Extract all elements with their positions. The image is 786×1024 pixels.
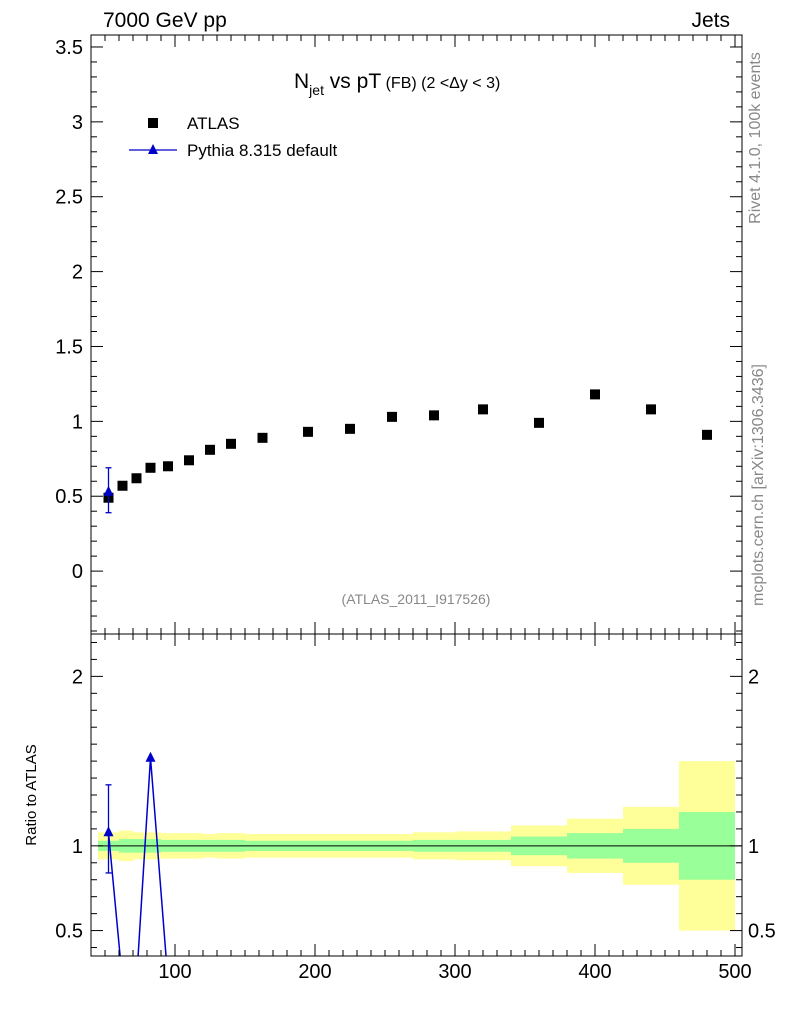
ratio-ytick-label-left-2: 2 <box>72 666 83 688</box>
ratio-pythia-line <box>107 757 167 956</box>
title-small: (FB) (2 <Δy < 3) <box>381 75 500 92</box>
atlas-point-15 <box>590 389 600 400</box>
ratio-ytick-label-left-0: 0.5 <box>55 921 83 943</box>
atlas-point-3 <box>145 462 156 473</box>
ratio-ytick-label-right-1: 1 <box>748 836 759 858</box>
mcplots-label: mcplots.cern.ch [arXiv:1306.3436] <box>750 364 767 606</box>
atlas-point-14 <box>534 417 544 428</box>
main-ytick-label-6: 3 <box>72 112 83 134</box>
atlas-point-4 <box>163 461 173 472</box>
atlas-point-13 <box>478 404 488 415</box>
atlas-point-9 <box>303 426 313 437</box>
xtick-label-3: 400 <box>578 961 611 983</box>
main-ytick-label-1: 0.5 <box>55 486 83 508</box>
main-ytick-label-5: 2.5 <box>55 187 83 209</box>
atlas-point-12 <box>429 410 439 421</box>
main-ytick-label-0: 0 <box>72 561 83 583</box>
legend-atlas-label: ATLAS <box>187 114 240 133</box>
main-ytick-label-4: 2 <box>72 262 83 284</box>
atlas-point-16 <box>646 404 656 415</box>
ratio-frame <box>90 633 743 957</box>
legend-pythia-marker <box>148 144 158 154</box>
atlas-point-7 <box>226 438 236 449</box>
main-ytick-label-2: 1 <box>72 411 83 433</box>
header-left: 7000 GeV pp <box>103 9 227 32</box>
ratio-pythia-point-0 <box>103 826 114 837</box>
atlas-point-8 <box>257 432 268 443</box>
legend-pythia-label: Pythia 8.315 default <box>187 141 338 160</box>
ratio-layer <box>98 751 742 956</box>
ratio-ytick-label-left-1: 1 <box>72 836 83 858</box>
legend-atlas-marker <box>148 118 158 128</box>
atlas-point-1 <box>117 480 128 491</box>
xtick-label-0: 100 <box>158 961 191 983</box>
title-rest: vs pT <box>324 70 381 93</box>
plot-title: Njet vs pT (FB) (2 <Δy < 3) <box>294 70 500 98</box>
title-sub: jet <box>308 82 324 98</box>
pythia-point-0 <box>103 485 114 496</box>
atlas-point-10 <box>345 423 355 434</box>
atlas-point-17 <box>702 429 712 440</box>
rivet-label: Rivet 4.1.0, 100k events <box>747 52 764 224</box>
atlas-point-6 <box>205 444 215 455</box>
title-n: N <box>294 70 309 93</box>
main-ytick-label-3: 1.5 <box>55 336 83 358</box>
ratio-ytick-label-right-2: 2 <box>748 666 759 688</box>
ratio-ytick-label-right-0: 0.5 <box>748 921 776 943</box>
atlas-point-2 <box>131 473 142 484</box>
analysis-tag: (ATLAS_2011_I917526) <box>342 591 491 607</box>
axes-layer: 0 0.5 1 1.5 2 2.5 3 3.5 100 200 300 400 500 0.5 0.5 1 1 2… <box>55 34 776 983</box>
main-ytick-label-7: 3.5 <box>55 37 83 59</box>
ratio-ylabel: Ratio to ATLAS <box>23 744 40 845</box>
xtick-label-4: 500 <box>718 961 751 983</box>
atlas-point-5 <box>184 455 194 466</box>
xtick-label-2: 300 <box>438 961 471 983</box>
ratio-pythia-point-1 <box>145 751 156 762</box>
xtick-label-1: 200 <box>298 961 331 983</box>
atlas-point-11 <box>387 411 397 422</box>
legend: ATLAS Pythia 8.315 default <box>129 114 338 160</box>
main-layer <box>103 389 712 514</box>
header-right: Jets <box>691 9 730 32</box>
